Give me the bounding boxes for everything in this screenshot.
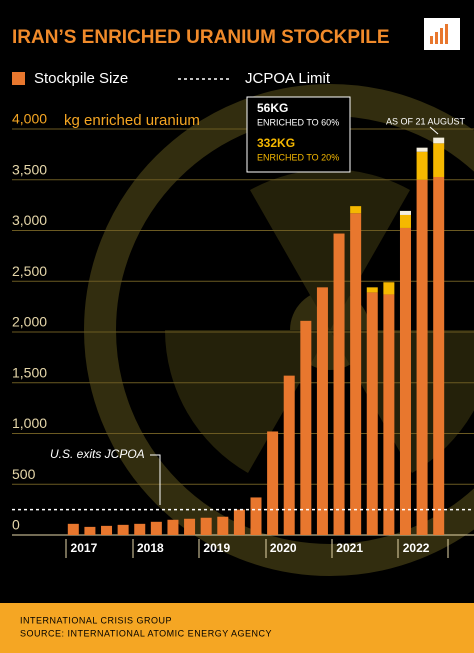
legend-swatch bbox=[12, 72, 25, 85]
bar bbox=[383, 282, 395, 295]
annotation-line bbox=[150, 454, 161, 505]
y-tick-label: 3,500 bbox=[12, 161, 47, 177]
y-tick-label: 0 bbox=[12, 517, 20, 533]
callout-label: ENRICHED TO 60% bbox=[257, 117, 339, 127]
callout-label: ENRICHED TO 20% bbox=[257, 152, 339, 162]
x-tick-label: 2018 bbox=[137, 541, 164, 555]
bar bbox=[433, 137, 445, 144]
y-tick-label: 500 bbox=[12, 466, 36, 482]
y-tick-label: 1,000 bbox=[12, 415, 47, 431]
bar bbox=[200, 517, 212, 535]
y-tick-label: 2,000 bbox=[12, 314, 47, 330]
annotation: AS OF 21 AUGUST bbox=[386, 116, 466, 126]
y-tick-label: 2,500 bbox=[12, 263, 47, 279]
bar bbox=[416, 151, 428, 180]
bar bbox=[184, 518, 196, 535]
chart-title: IRAN’S ENRICHED URANIUM STOCKPILE bbox=[12, 27, 390, 48]
bar bbox=[250, 497, 262, 535]
bar bbox=[433, 177, 445, 535]
y-tick-label: 3,000 bbox=[12, 212, 47, 228]
bar bbox=[283, 375, 295, 535]
callout-value: 56KG bbox=[257, 101, 288, 115]
x-tick-label: 2022 bbox=[403, 541, 430, 555]
bar bbox=[416, 179, 428, 535]
bar bbox=[366, 287, 378, 293]
bar bbox=[84, 526, 96, 535]
bar bbox=[67, 523, 79, 535]
year-dividers bbox=[65, 539, 449, 558]
bar bbox=[399, 227, 411, 535]
x-tick-label: 2021 bbox=[336, 541, 363, 555]
bar bbox=[267, 431, 279, 535]
bar bbox=[433, 143, 445, 178]
bar bbox=[416, 147, 428, 152]
bar bbox=[167, 519, 179, 535]
legend-label: Stockpile Size bbox=[34, 70, 128, 87]
footer-text: SOURCE: INTERNATIONAL ATOMIC ENERGY AGEN… bbox=[20, 628, 272, 638]
callout: 56KG ENRICHED TO 60% 332KG ENRICHED TO 2… bbox=[246, 96, 351, 173]
y-tick-label: 1,500 bbox=[12, 364, 47, 380]
bar bbox=[217, 516, 229, 535]
bar bbox=[350, 213, 362, 535]
bar bbox=[399, 214, 411, 228]
bar bbox=[150, 521, 162, 535]
bar bbox=[101, 525, 113, 535]
footer-band bbox=[0, 603, 474, 653]
logo bbox=[424, 18, 460, 50]
bar bbox=[117, 524, 129, 535]
bar bbox=[350, 206, 362, 214]
bar bbox=[134, 523, 146, 535]
bar bbox=[316, 287, 328, 535]
bar bbox=[366, 292, 378, 535]
bar bbox=[300, 320, 312, 535]
x-tick-label: 2020 bbox=[270, 541, 297, 555]
bar bbox=[233, 509, 245, 535]
bar bbox=[399, 210, 411, 215]
annotation-line bbox=[429, 126, 439, 135]
y-axis-label: kg enriched uranium bbox=[64, 112, 200, 129]
y-tick-label: 4,000 bbox=[12, 111, 47, 127]
footer-text: INTERNATIONAL CRISIS GROUP bbox=[20, 615, 172, 625]
x-tick-label: 2017 bbox=[71, 541, 98, 555]
bar bbox=[333, 233, 345, 536]
legend-label: JCPOA Limit bbox=[245, 70, 331, 87]
x-tick-label: 2019 bbox=[203, 541, 230, 555]
callout-value: 332KG bbox=[257, 136, 295, 150]
plot: 0 500 1,000 1,500 2,000 2,500 3,000 3,500 4,000 2… bbox=[12, 111, 474, 555]
bar bbox=[383, 294, 395, 535]
annotation: U.S. exits JCPOA bbox=[50, 447, 145, 461]
